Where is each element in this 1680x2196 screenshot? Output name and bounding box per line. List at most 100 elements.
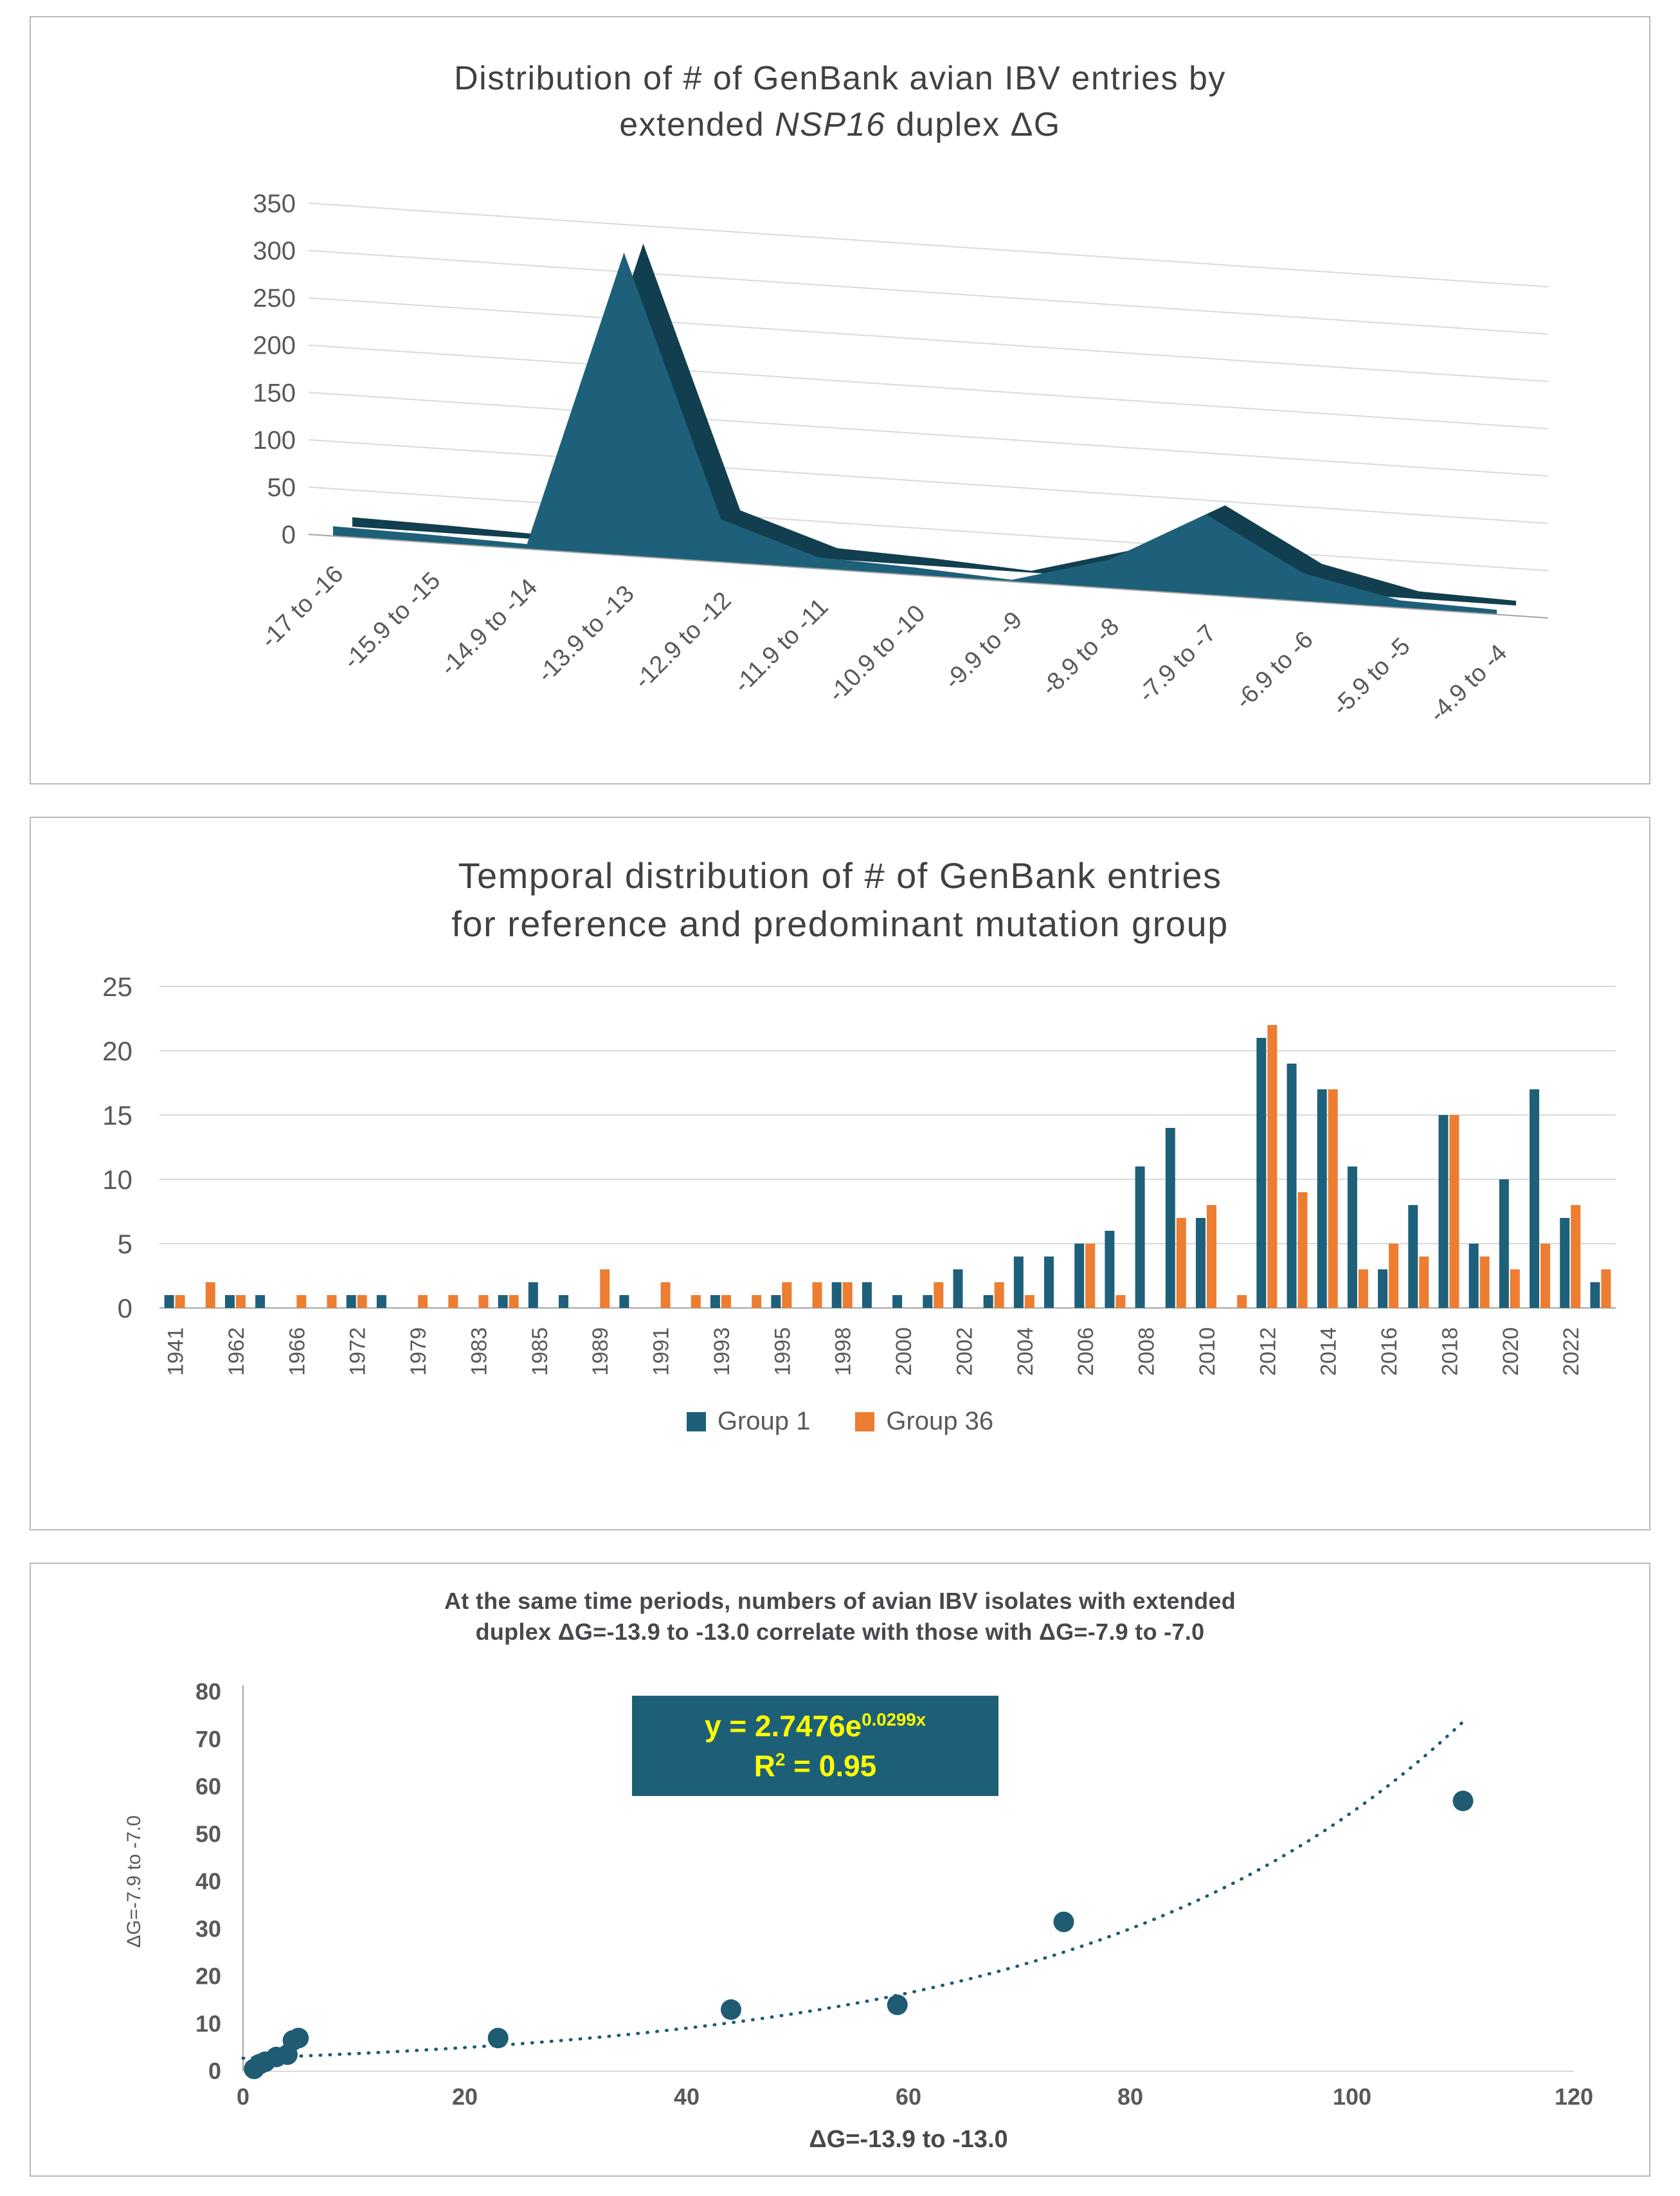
svg-text:60: 60	[195, 1774, 221, 1800]
svg-text:250: 250	[253, 284, 296, 313]
svg-text:80: 80	[195, 1678, 221, 1705]
scatter-chart-title-line1: At the same time periods, numbers of avi…	[444, 1588, 1236, 1614]
svg-text:10: 10	[102, 1165, 132, 1195]
svg-text:2006: 2006	[1074, 1327, 1098, 1376]
legend-label-group1: Group 1	[717, 1407, 811, 1436]
svg-text:2016: 2016	[1377, 1327, 1402, 1376]
area-chart-canvas: 0 50 100 150 200 250 300 350 -17 to -16-15.9 to …	[253, 190, 1549, 727]
svg-text:1972: 1972	[346, 1327, 370, 1376]
svg-text:1991: 1991	[649, 1327, 674, 1376]
area-chart-title-gene-name: NSP16	[775, 105, 886, 143]
scatter-chart-canvas: 0 10 20 30 40 50 60 70 80 0 20 40 60 80 100 120 ΔG=-7.9 …	[123, 1678, 1593, 2153]
svg-text:200: 200	[253, 331, 296, 359]
svg-text:60: 60	[896, 2083, 921, 2110]
area-series	[333, 252, 1497, 615]
svg-text:100: 100	[253, 426, 296, 454]
panel-area-chart: Distribution of # of GenBank avian IBV e…	[30, 16, 1650, 785]
svg-text:40: 40	[674, 2083, 700, 2110]
trendline-equation: y = 2.7476e0.0299x	[704, 1709, 926, 1743]
area-chart-title: Distribution of # of GenBank avian IBV e…	[31, 56, 1649, 149]
trendline	[241, 1720, 1465, 2060]
svg-text:25: 25	[102, 972, 132, 1002]
svg-text:1989: 1989	[588, 1327, 613, 1376]
svg-text:2018: 2018	[1438, 1327, 1462, 1376]
svg-text:100: 100	[1333, 2083, 1371, 2110]
svg-text:10: 10	[195, 2010, 221, 2037]
svg-text:2022: 2022	[1559, 1327, 1584, 1376]
svg-text:20: 20	[452, 2083, 478, 2110]
scatter-y-label: ΔG=-7.9 to -7.0	[123, 1815, 145, 1948]
bar-category-labels: 1941 1962 1966 1972 1979 1983 1985 1989 1991 1993…	[164, 1327, 1584, 1376]
legend-swatch-group36	[855, 1411, 875, 1431]
svg-text:-14.9 to -14: -14.9 to -14	[435, 574, 543, 681]
scatter-chart-title: At the same time periods, numbers of avi…	[31, 1586, 1649, 1647]
legend-swatch-group1	[686, 1411, 706, 1431]
svg-text:2012: 2012	[1256, 1327, 1280, 1376]
bar-chart-title: Temporal distribution of # of GenBank en…	[31, 851, 1649, 948]
scatter-tick-labels: 0 10 20 30 40 50 60 70 80 0 20 40 60 80 100 120	[195, 1678, 1593, 2110]
svg-text:2000: 2000	[892, 1327, 916, 1376]
svg-text:20: 20	[195, 1963, 221, 1990]
svg-text:-4.9 to -4: -4.9 to -4	[1424, 639, 1512, 727]
svg-text:2008: 2008	[1135, 1327, 1159, 1376]
svg-text:-5.9 to -5: -5.9 to -5	[1327, 633, 1415, 721]
panel-scatter-chart: At the same time periods, numbers of avi…	[30, 1563, 1650, 2177]
svg-text:350: 350	[253, 190, 296, 218]
trendline-r-squared: R2 = 0.95	[754, 1749, 877, 1783]
svg-text:50: 50	[267, 473, 296, 502]
svg-text:1962: 1962	[224, 1327, 249, 1376]
bar-chart-title-line2: for reference and predominant mutation g…	[451, 903, 1229, 945]
area-series-depth	[352, 243, 1516, 606]
svg-text:80: 80	[1117, 2083, 1143, 2110]
svg-text:40: 40	[195, 1868, 221, 1894]
svg-text:-12.9 to -12: -12.9 to -12	[629, 586, 737, 694]
svg-text:20: 20	[102, 1036, 132, 1066]
svg-text:30: 30	[195, 1916, 221, 1942]
svg-text:70: 70	[195, 1726, 221, 1752]
legend-item-group36: Group 36	[855, 1407, 993, 1436]
svg-text:-6.9 to -6: -6.9 to -6	[1230, 626, 1318, 714]
svg-text:150: 150	[253, 379, 296, 407]
area-chart-title-line1: Distribution of # of GenBank avian IBV e…	[454, 60, 1226, 97]
scatter-x-label: ΔG=-13.9 to -13.0	[809, 2126, 1007, 2153]
svg-text:-17 to -16: -17 to -16	[256, 560, 349, 653]
svg-text:-10.9 to -10: -10.9 to -10	[823, 599, 930, 707]
bar-chart-legend: Group 1 Group 36	[31, 1407, 1649, 1436]
svg-text:1993: 1993	[710, 1327, 734, 1376]
svg-text:1998: 1998	[831, 1327, 856, 1376]
svg-text:1983: 1983	[467, 1327, 491, 1376]
svg-text:-9.9 to -9: -9.9 to -9	[939, 606, 1027, 694]
svg-text:2010: 2010	[1195, 1327, 1220, 1376]
bar-series	[164, 1025, 1611, 1309]
svg-text:2004: 2004	[1013, 1327, 1038, 1376]
svg-text:15: 15	[102, 1100, 132, 1130]
scatter-chart-area: 0 10 20 30 40 50 60 70 80 0 20 40 60 80 100 120 ΔG=-7.9 …	[31, 1647, 1649, 2161]
legend-item-group1: Group 1	[686, 1407, 811, 1436]
area-chart-title-line2-pre: extended	[619, 105, 775, 143]
area-chart-title-line2-post: duplex ΔG	[885, 105, 1061, 143]
legend-label-group36: Group 36	[886, 1407, 994, 1436]
svg-text:0: 0	[237, 2083, 249, 2110]
svg-text:-8.9 to -8: -8.9 to -8	[1036, 613, 1125, 701]
svg-text:1985: 1985	[528, 1327, 552, 1376]
area-chart-title-line2: extended NSP16 duplex ΔG	[31, 102, 1649, 149]
svg-text:-11.9 to -11: -11.9 to -11	[728, 593, 833, 698]
svg-text:1979: 1979	[406, 1327, 431, 1376]
svg-text:1966: 1966	[285, 1327, 309, 1376]
svg-text:1941: 1941	[164, 1327, 188, 1376]
svg-text:2014: 2014	[1317, 1327, 1341, 1376]
svg-text:1995: 1995	[770, 1327, 795, 1376]
area-gridlines: 0 50 100 150 200 250 300 350	[253, 190, 1549, 619]
svg-text:-15.9 to -15: -15.9 to -15	[338, 567, 446, 674]
bar-gridlines: 0 5 10 15 20 25	[102, 972, 1616, 1323]
svg-text:0: 0	[282, 521, 296, 549]
svg-text:-7.9 to -7: -7.9 to -7	[1134, 619, 1222, 707]
svg-text:2020: 2020	[1499, 1327, 1523, 1376]
svg-text:300: 300	[253, 237, 296, 265]
scatter-chart-title-line2: duplex ΔG=-13.9 to -13.0 correlate with …	[475, 1618, 1205, 1645]
trendline-equation-box: y = 2.7476e0.0299x R2 = 0.95	[632, 1696, 998, 1797]
bar-chart-title-line1: Temporal distribution of # of GenBank en…	[458, 855, 1222, 896]
panel-bar-chart: Temporal distribution of # of GenBank en…	[30, 817, 1650, 1530]
